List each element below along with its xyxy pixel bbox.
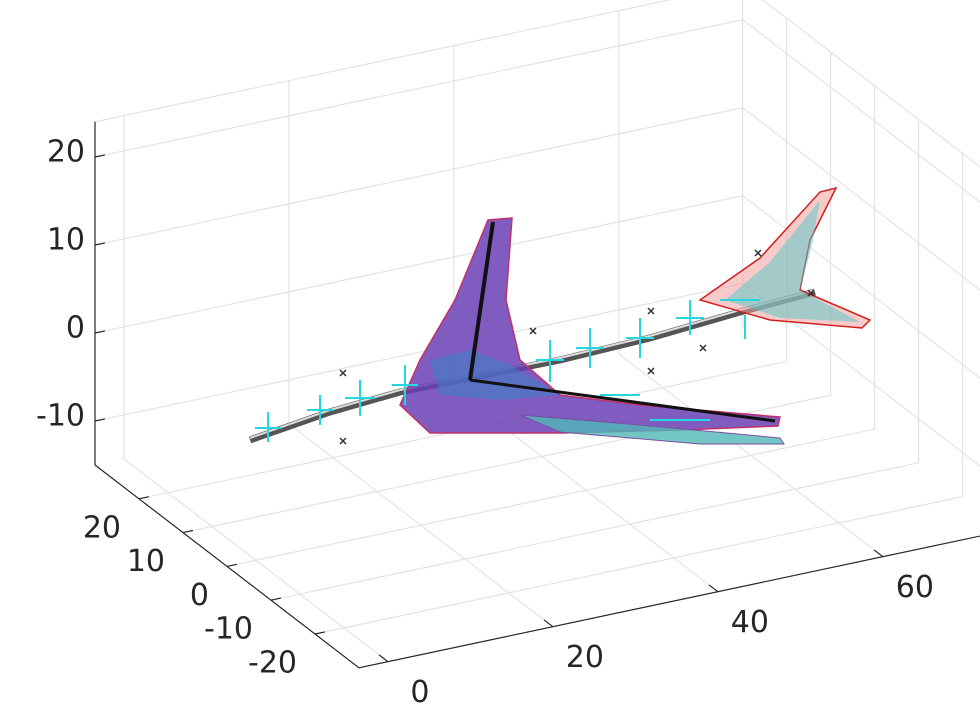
grid-line <box>182 52 832 534</box>
x-tick <box>708 584 719 593</box>
grid-line <box>226 85 876 567</box>
y-tick <box>226 563 238 567</box>
grid-line <box>94 18 980 203</box>
x-tick-label: 40 <box>731 605 769 640</box>
y-tick-label: 0 <box>190 578 209 613</box>
y-axis <box>94 464 360 669</box>
main-wing <box>399 217 781 434</box>
z-tick-label: -10 <box>36 399 85 434</box>
aircraft-model <box>248 186 872 445</box>
y-tick <box>270 597 282 601</box>
node-markers <box>255 299 760 442</box>
z-tick <box>94 154 106 158</box>
z-tick-label: 0 <box>66 311 85 346</box>
wing-spar <box>468 221 495 381</box>
y-tick-label: -10 <box>204 612 253 647</box>
y-tick <box>314 631 326 635</box>
z-tick <box>94 330 106 334</box>
grid-line <box>94 194 980 379</box>
grid-line <box>123 115 389 663</box>
z-tick <box>94 418 106 422</box>
x-tick-label: 20 <box>566 640 604 675</box>
grid-line <box>94 106 980 291</box>
wing-spar <box>469 378 776 423</box>
x-axis <box>358 535 980 669</box>
z-tick-label: 10 <box>47 223 85 258</box>
y-tick-label: 10 <box>127 544 165 579</box>
y-tick <box>182 529 194 534</box>
z-tick-label: 20 <box>47 135 85 170</box>
grid-line <box>270 119 920 601</box>
z-tick <box>94 242 106 246</box>
wall-edge <box>94 0 980 168</box>
grid-line <box>138 18 788 500</box>
y-tick-label: 20 <box>83 510 121 545</box>
y-tick <box>138 496 150 500</box>
x-tick-label: 0 <box>410 675 429 710</box>
x-tick <box>378 654 389 663</box>
lower-wing <box>519 414 785 445</box>
grid-line <box>314 153 964 635</box>
grid <box>94 0 980 663</box>
tail-surface <box>725 200 860 322</box>
y-tick-label: -20 <box>248 646 297 681</box>
x-tick-label: 60 <box>896 570 934 605</box>
x-tick <box>543 619 554 628</box>
x-markers <box>339 249 815 445</box>
x-tick <box>873 549 884 558</box>
